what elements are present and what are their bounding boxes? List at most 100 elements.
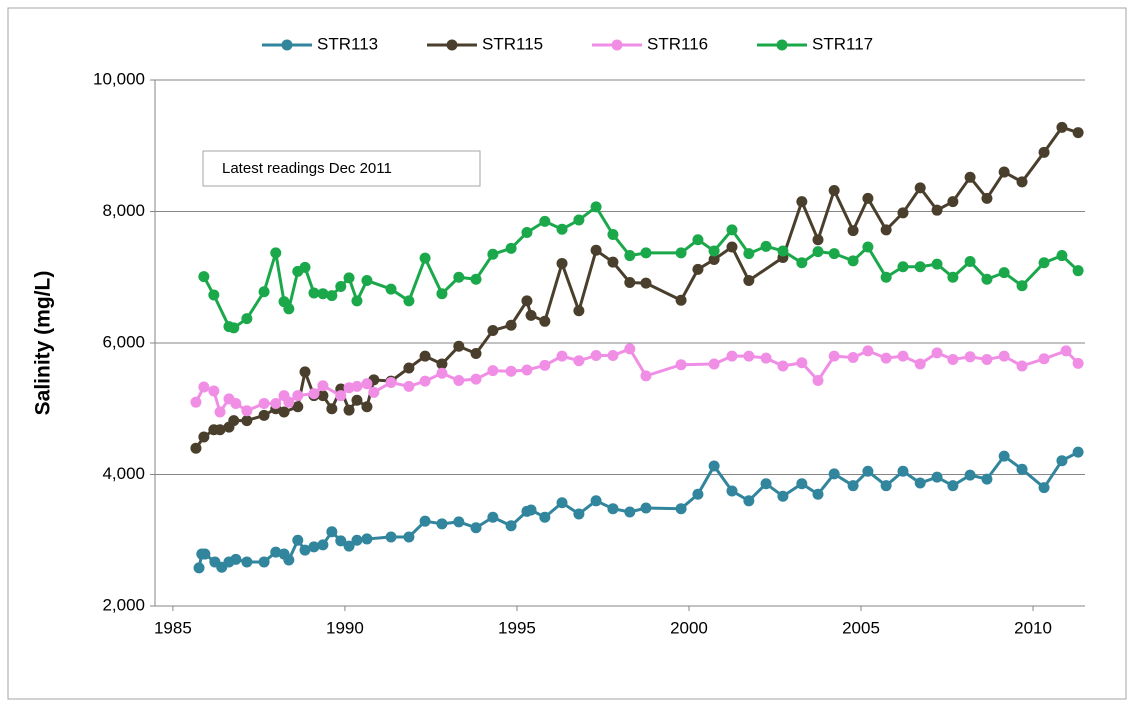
marker: [675, 247, 687, 259]
marker: [521, 364, 533, 376]
y-axis-title: Salinity (mg/L): [32, 271, 55, 416]
marker: [862, 192, 874, 204]
marker: [862, 241, 874, 253]
marker: [760, 352, 772, 364]
y-tick-label: 2,000: [102, 595, 145, 614]
marker: [335, 280, 347, 292]
marker: [812, 234, 824, 246]
marker: [361, 275, 373, 287]
marker: [343, 540, 355, 552]
legend-marker: [281, 39, 293, 51]
marker: [292, 534, 304, 546]
marker: [812, 246, 824, 258]
marker: [880, 271, 892, 283]
marker: [556, 257, 568, 269]
marker: [812, 374, 824, 386]
marker: [505, 520, 517, 532]
marker: [292, 401, 304, 413]
marker: [270, 247, 282, 259]
marker: [847, 255, 859, 267]
marker: [692, 488, 704, 500]
marker: [521, 227, 533, 239]
marker: [208, 289, 220, 301]
marker: [351, 534, 363, 546]
marker: [283, 396, 295, 408]
marker: [726, 241, 738, 253]
marker: [796, 196, 808, 208]
marker: [214, 406, 226, 418]
marker: [539, 315, 551, 327]
marker: [931, 347, 943, 359]
marker: [317, 539, 329, 551]
marker: [640, 277, 652, 289]
marker: [640, 502, 652, 514]
marker: [403, 531, 415, 543]
marker: [1038, 146, 1050, 158]
marker: [624, 343, 636, 355]
marker: [198, 271, 210, 283]
annotation: Latest readings Dec 2011: [222, 160, 392, 177]
marker: [640, 370, 652, 382]
marker: [487, 511, 499, 523]
marker: [299, 366, 311, 378]
marker: [436, 518, 448, 530]
annotation-box: [202, 150, 481, 187]
legend-marker: [611, 39, 623, 51]
marker: [335, 390, 347, 402]
marker: [590, 349, 602, 361]
y-tick-label: 4,000: [102, 464, 145, 483]
marker: [190, 442, 202, 454]
legend-marker: [776, 39, 788, 51]
marker: [828, 468, 840, 480]
legend-label: STR115: [482, 34, 543, 53]
x-tick-label: 1995: [498, 618, 536, 637]
grid: [155, 79, 1085, 475]
marker: [278, 406, 290, 418]
marker: [777, 490, 789, 502]
marker: [1072, 446, 1084, 458]
marker: [847, 225, 859, 237]
marker: [299, 544, 311, 556]
marker: [453, 374, 465, 386]
marker: [590, 244, 602, 256]
marker: [228, 415, 240, 427]
x-tick-label: 1990: [326, 618, 364, 637]
marker: [964, 351, 976, 363]
marker: [351, 380, 363, 392]
marker: [708, 358, 720, 370]
y-tick-label: 8,000: [102, 201, 145, 220]
marker: [1060, 345, 1072, 357]
marker: [470, 522, 482, 534]
marker: [1016, 360, 1028, 372]
marker: [317, 390, 329, 402]
legend-label: STR116: [647, 34, 708, 53]
marker: [897, 261, 909, 273]
marker: [914, 477, 926, 489]
marker: [726, 350, 738, 362]
marker: [880, 480, 892, 492]
marker: [964, 171, 976, 183]
marker: [470, 348, 482, 360]
marker: [675, 294, 687, 306]
marker: [198, 381, 210, 393]
marker: [241, 415, 253, 427]
marker: [403, 380, 415, 392]
marker: [964, 255, 976, 267]
marker: [453, 340, 465, 352]
marker: [436, 358, 448, 370]
y-tick-label: 10,000: [93, 69, 145, 88]
marker: [573, 305, 585, 317]
marker: [981, 473, 993, 485]
x-tick-label: 1985: [154, 618, 192, 637]
marker: [828, 248, 840, 260]
x-tick-label: 2000: [670, 618, 708, 637]
marker: [283, 554, 295, 566]
marker: [897, 207, 909, 219]
marker: [230, 553, 242, 565]
marker: [590, 201, 602, 213]
marker: [385, 376, 397, 388]
marker: [675, 359, 687, 371]
marker: [1072, 127, 1084, 139]
marker: [607, 256, 619, 268]
marker: [419, 515, 431, 527]
